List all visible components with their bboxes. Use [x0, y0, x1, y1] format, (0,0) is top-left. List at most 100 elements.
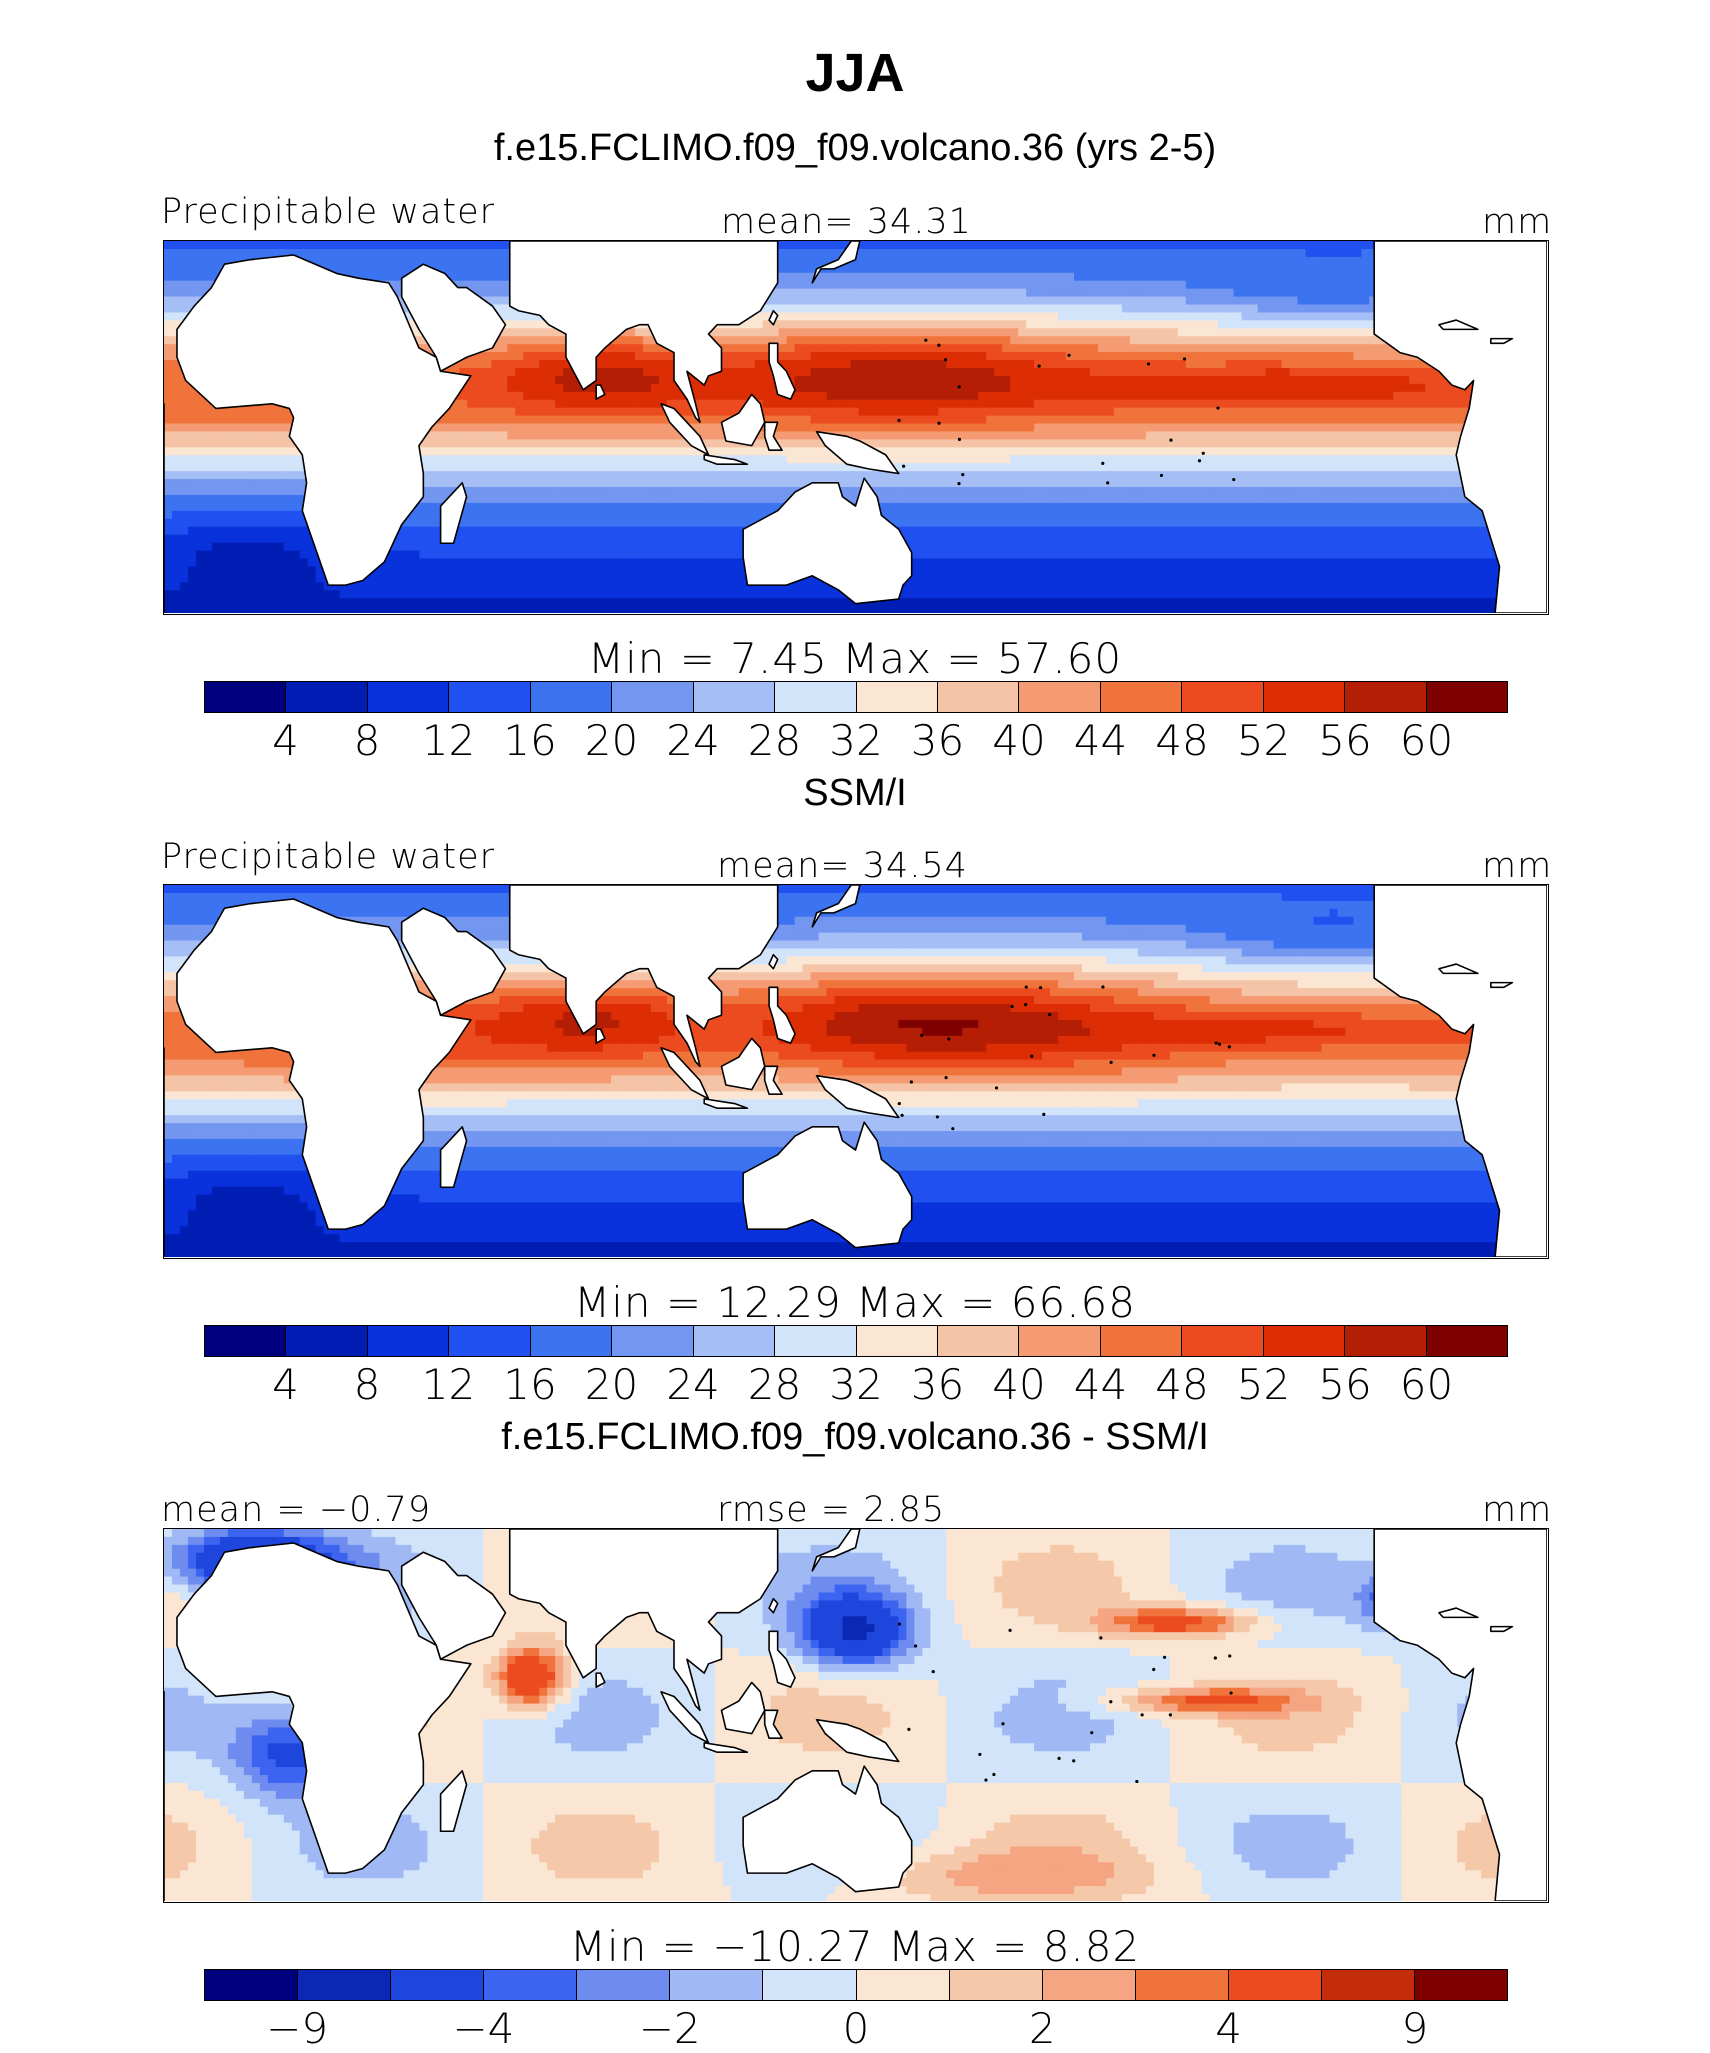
island-dot — [1010, 1005, 1013, 1008]
panel-3-title: f.e15.FCLIMO.f09_f09.volcano.36 - SSM/I — [0, 1416, 1710, 1459]
panel-1-tick-label: 4 — [272, 716, 299, 765]
island-dot — [914, 1644, 917, 1647]
panel-1-tick-label: 40 — [992, 716, 1045, 765]
panel-2-title: SSM/I — [0, 772, 1710, 815]
panel-3-mean-label: mean = −0.79 — [161, 1490, 431, 1530]
panel-2-colorbar-swatch — [1019, 1326, 1100, 1356]
island-dot — [1090, 1731, 1093, 1734]
island-dot — [958, 385, 961, 388]
island-dot — [992, 1773, 995, 1776]
figure-title: JJA — [0, 42, 1710, 104]
panel-3-colorbar-swatch — [670, 1970, 763, 2000]
island-dot — [910, 1080, 913, 1083]
panel-1-min-max: Min = 7.45 Max = 57.60 — [0, 634, 1710, 683]
panel-2-colorbar-swatch — [857, 1326, 938, 1356]
panel-1-colorbar-swatch — [938, 682, 1019, 712]
island-dot — [907, 1728, 910, 1731]
island-dot — [901, 1114, 904, 1117]
panel-2-colorbar-swatch — [1427, 1326, 1507, 1356]
island-dot — [944, 358, 947, 361]
panel-2-field-label: Precipitable water — [161, 837, 495, 877]
island-dot — [1101, 462, 1104, 465]
panel-2-colorbar-swatch — [1182, 1326, 1263, 1356]
panel-2-colorbar-swatch — [694, 1326, 775, 1356]
panel-1-colorbar-swatch — [1019, 682, 1100, 712]
panel-1-tick-label: 8 — [354, 716, 381, 765]
panel-1-colorbar-swatch — [775, 682, 856, 712]
island-dot — [1024, 1003, 1027, 1006]
island-dot — [1135, 1780, 1138, 1783]
island-dot — [1152, 1054, 1155, 1057]
island-dot — [1072, 1759, 1075, 1762]
panel-1-tick-label: 36 — [911, 716, 964, 765]
panel-2-tick-label: 40 — [992, 1360, 1045, 1409]
panel-3-tick-label: 4 — [1215, 2004, 1242, 2053]
island-dot — [1163, 1656, 1166, 1659]
panel-2-tick-label: 28 — [748, 1360, 801, 1409]
island-dot — [951, 1127, 954, 1130]
island-dot — [932, 1670, 935, 1673]
panel-3-colorbar — [204, 1969, 1508, 2001]
panel-3-tick-label: −4 — [452, 2004, 514, 2053]
panel-1-units: mm — [1482, 202, 1552, 242]
panel-1-colorbar-swatch — [286, 682, 367, 712]
panel-1-colorbar-swatch — [449, 682, 530, 712]
panel-1-title: f.e15.FCLIMO.f09_f09.volcano.36 (yrs 2-5… — [0, 127, 1710, 170]
panel-2-colorbar-swatch — [1264, 1326, 1345, 1356]
island-dot — [1229, 1691, 1232, 1694]
panel-1-tick-label: 48 — [1155, 716, 1208, 765]
island-dot — [1042, 1113, 1045, 1116]
panel-1-tick-label: 52 — [1237, 716, 1290, 765]
island-dot — [897, 419, 900, 422]
panel-1-tick-label: 28 — [748, 716, 801, 765]
panel-3-colorbar-swatch — [1043, 1970, 1136, 2000]
island-dot — [1039, 986, 1042, 989]
island-dot — [1202, 452, 1205, 455]
panel-1-tick-label: 12 — [422, 716, 475, 765]
panel-1-colorbar-swatch — [612, 682, 693, 712]
panel-2-tick-label: 24 — [666, 1360, 719, 1409]
panel-1-tick-label: 16 — [503, 716, 556, 765]
island-dot — [984, 1778, 987, 1781]
panel-2-tick-label: 20 — [585, 1360, 638, 1409]
panel-1-colorbar-swatch — [694, 682, 775, 712]
panel-3-colorbar-swatch — [484, 1970, 577, 2000]
island-dot — [1106, 481, 1109, 484]
panel-1-colorbar-swatch — [1345, 682, 1426, 712]
island-dot — [1198, 459, 1201, 462]
island-dot — [902, 465, 905, 468]
panel-3-map — [163, 1528, 1549, 1903]
panel-2-colorbar-swatch — [205, 1326, 286, 1356]
panel-3-colorbar-swatch — [763, 1970, 856, 2000]
panel-3-colorbar-swatch — [298, 1970, 391, 2000]
panel-1-tick-label: 56 — [1318, 716, 1371, 765]
island-dot — [1169, 439, 1172, 442]
island-dot — [1109, 1700, 1112, 1703]
panel-2-min-max: Min = 12.29 Max = 66.68 — [0, 1278, 1710, 1327]
panel-1-colorbar-swatch — [1427, 682, 1507, 712]
island-dot — [1141, 1713, 1144, 1716]
panel-1-colorbar-swatch — [857, 682, 938, 712]
panel-1-colorbar-swatch — [1101, 682, 1182, 712]
panel-2-tick-label: 48 — [1155, 1360, 1208, 1409]
panel-3-rmse-label: rmse = 2.85 — [717, 1490, 945, 1530]
panel-2-colorbar-swatch — [531, 1326, 612, 1356]
panel-2-tick-label: 36 — [911, 1360, 964, 1409]
panel-3-colorbar-swatch — [391, 1970, 484, 2000]
island-dot — [1183, 357, 1186, 360]
island-dot — [1228, 1654, 1231, 1657]
panel-1-mean-label: mean= 34.31 — [721, 202, 972, 242]
island-dot — [1215, 1041, 1218, 1044]
panel-2-tick-label: 16 — [503, 1360, 556, 1409]
island-dot — [1048, 1013, 1051, 1016]
island-dot — [898, 1622, 901, 1625]
panel-2-tick-label: 56 — [1318, 1360, 1371, 1409]
island-dot — [898, 1102, 901, 1105]
island-dot — [1025, 985, 1028, 988]
island-dot — [1152, 1668, 1155, 1671]
island-dot — [1232, 478, 1235, 481]
panel-1-tick-label: 32 — [829, 716, 882, 765]
panel-3-min-max: Min = −10.27 Max = 8.82 — [0, 1922, 1710, 1971]
panel-3-colorbar-swatch — [205, 1970, 298, 2000]
panel-2-tick-label: 4 — [272, 1360, 299, 1409]
